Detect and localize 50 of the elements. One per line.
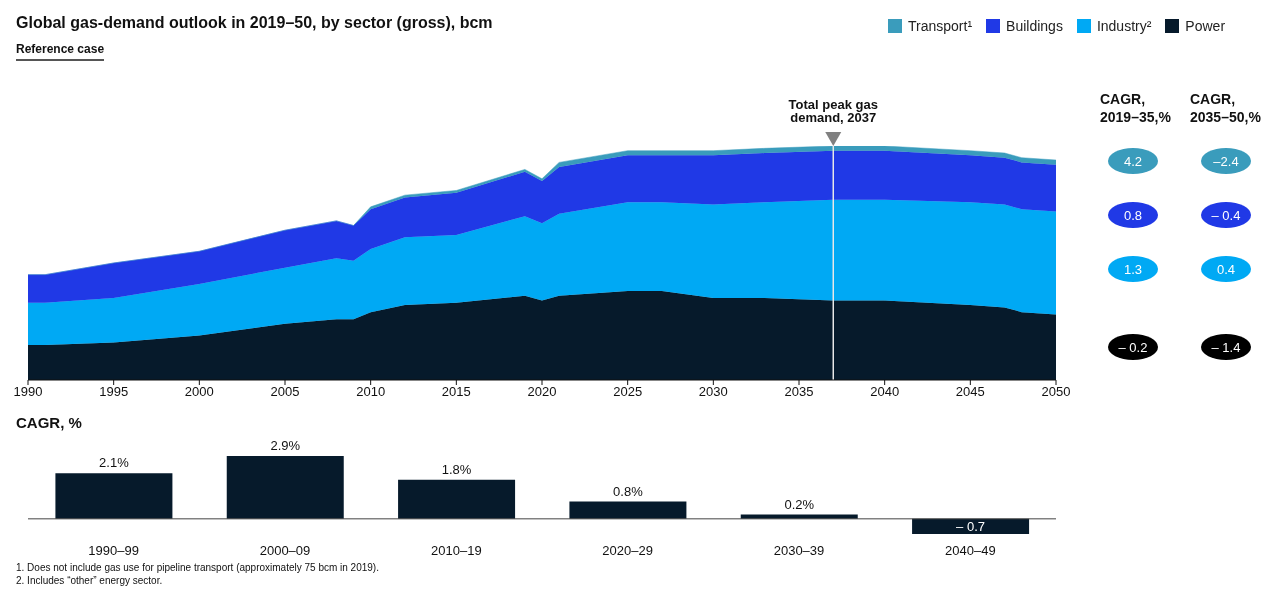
legend-label: Transport¹ xyxy=(907,18,973,34)
data-label: 0.8 xyxy=(1108,202,1158,228)
x-tick-label: 2030–39 xyxy=(773,543,825,559)
ref-line-label: Total peak gas demand, 2037 xyxy=(788,97,878,126)
data-label: – 0.2 xyxy=(1108,334,1158,360)
data-label: – 0.4 xyxy=(1201,202,1251,228)
legend-label: Industry² xyxy=(1095,18,1152,34)
category-label: CAGR, 2035–50,% xyxy=(1190,90,1262,126)
data-label: 2.9% xyxy=(270,438,301,453)
x-tick-label: 2040–49 xyxy=(945,543,996,559)
bar xyxy=(398,479,516,519)
bar xyxy=(55,473,173,519)
chart-title: Global gas-demand outlook in 2019–50, by sector (gross), bcm xyxy=(16,14,493,32)
data-label: 4.2 xyxy=(1108,148,1158,174)
x-tick-label: 2020–29 xyxy=(602,543,653,559)
x-tick-label: 2050 xyxy=(1041,384,1071,400)
data-label: 1.8% xyxy=(441,461,472,477)
x-tick-label: 2030 xyxy=(698,384,728,400)
x-tick-label: 2045 xyxy=(955,384,985,400)
chart-subtitle: Reference case xyxy=(16,42,105,61)
x-tick-label: 2035 xyxy=(784,384,814,400)
x-tick-label: 2005 xyxy=(270,384,300,400)
data-label: 1.3 xyxy=(1108,256,1158,282)
x-tick-label: 1995 xyxy=(99,384,129,400)
x-tick-label: 2010–19 xyxy=(431,543,482,559)
category-label: CAGR, 2019–35,% xyxy=(1100,90,1172,126)
text: 1. Does not include gas use for pipeline transport (approximately 75 bcm in 2019). xyxy=(16,561,379,574)
bar xyxy=(912,518,1030,534)
x-tick-label: 1990–99 xyxy=(88,543,139,559)
data-label: – 1.4 xyxy=(1201,334,1251,360)
data-label: – 0.7 xyxy=(956,519,986,535)
x-tick-label: 2020 xyxy=(527,384,557,400)
x-tick-label: 2010 xyxy=(356,384,386,400)
data-label: 2.1% xyxy=(99,455,130,471)
data-label: 0.4 xyxy=(1201,256,1251,282)
x-tick-label: 1990 xyxy=(13,384,43,400)
bar xyxy=(226,456,344,519)
text: 2. Includes “other” energy sector. xyxy=(16,574,164,587)
data-label: 0.2% xyxy=(784,496,815,512)
x-tick-label: 2000–09 xyxy=(259,543,311,559)
x-tick-label: 2000 xyxy=(184,384,214,400)
data-label: 0.8% xyxy=(613,483,644,499)
bar xyxy=(569,501,687,519)
legend-label: Buildings xyxy=(1005,18,1063,34)
chart-title: CAGR, % xyxy=(16,414,82,431)
data-label: –2.4 xyxy=(1201,148,1251,174)
x-tick-label: 2040 xyxy=(870,384,900,400)
legend-label: Power xyxy=(1184,18,1226,34)
x-tick-label: 2025 xyxy=(613,384,643,400)
x-tick-label: 2015 xyxy=(441,384,471,400)
